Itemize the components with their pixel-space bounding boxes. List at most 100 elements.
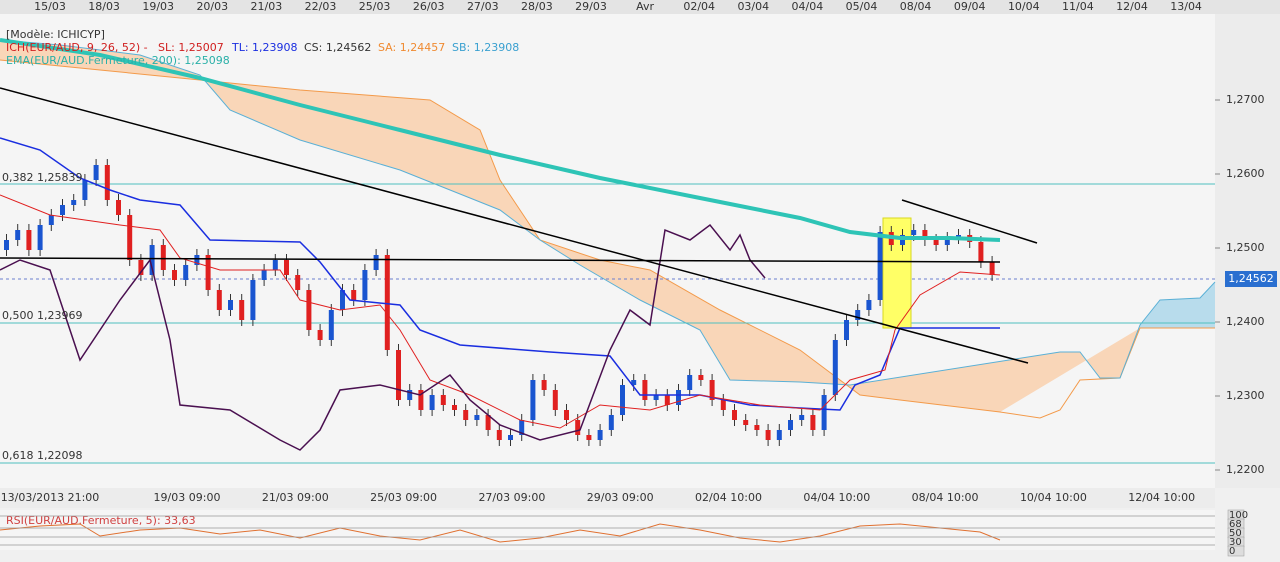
candle-body [172,270,177,280]
candle-body [205,255,211,290]
candle-body [821,395,827,430]
candle-body [698,375,704,380]
fib-label: 0,500 1,23969 [2,309,82,322]
bottom-date: 19/03 09:00 [154,491,221,504]
bottom-date: 12/04 10:00 [1128,491,1195,504]
candle-body [37,225,43,250]
top-date: 25/03 [359,0,391,13]
candle-body [463,410,469,420]
candle-body [586,435,592,440]
candle-body [317,330,323,340]
top-date: 22/03 [305,0,337,13]
candle-body [138,260,144,275]
price-label: 1,2200 [1226,463,1265,476]
bottom-date: 27/03 09:00 [478,491,545,504]
candle-body [810,415,816,430]
candle-body [597,430,603,440]
top-date: 27/03 [467,0,499,13]
top-date: Avr [636,0,654,13]
top-date: 13/04 [1170,0,1202,13]
trendline [0,257,1001,263]
rsi-panel [0,510,1215,550]
bottom-date: 29/03 09:00 [587,491,654,504]
top-date: 03/04 [737,0,769,13]
candle-body [508,435,513,440]
cloud [0,40,1140,412]
candle-body [922,230,928,240]
rsi-axis-label: 50 [1229,528,1242,539]
ema-label: EMA(EUR/AUD.Fermeture, 200): 1,25098 [6,54,230,67]
candle-body [183,265,189,280]
candle-body [407,390,413,400]
kijun [0,137,1000,411]
price-label: 1,2500 [1226,241,1265,254]
candle-body [978,242,984,262]
candle-body [776,430,782,440]
top-date: 26/03 [413,0,445,13]
top-axis-bar [0,0,1280,14]
candle-body [485,415,491,430]
fib-label: 0,382 1,25839 [2,171,82,184]
rsi-line [0,523,1001,543]
bottom-date: 13/03/2013 21:00 [1,491,100,504]
top-date: 18/03 [88,0,120,13]
rsi-axis-label: 100 [1229,510,1248,521]
candle-body [272,260,278,270]
price-axis-bar [1215,14,1280,488]
top-date: 08/04 [900,0,932,13]
sl-label: SL: 1,25007 [158,41,224,54]
model-label: [Modèle: ICHICYP] [6,28,105,41]
rsi-axis-label: 68 [1229,519,1242,530]
top-date: 10/04 [1008,0,1040,13]
fib-label: 0,618 1,22098 [2,449,82,462]
ema-200 [0,38,1001,242]
candle-body [832,340,838,395]
candle-body [93,165,99,180]
top-date: 15/03 [34,0,66,13]
top-date: 28/03 [521,0,553,13]
candle-body [452,405,457,410]
bottom-date: 02/04 10:00 [695,491,762,504]
rsi-label: RSI(EUR/AUD.Fermeture, 5): 33,63 [6,514,196,527]
candle-body [866,300,872,310]
price-label: 1,2400 [1226,315,1265,328]
top-date: 21/03 [251,0,283,13]
bottom-axis-bar [0,488,1215,508]
candle-body [944,238,950,245]
candle-body [519,420,525,435]
tenkan [0,194,1001,429]
candle-body [149,245,155,275]
candle-body [989,262,995,275]
candle-body [127,215,133,260]
senkou-a [0,59,1215,419]
price-label: 1,2300 [1226,389,1265,402]
candle-body [754,425,760,430]
top-date: 02/04 [683,0,715,13]
rsi-axis-label: 30 [1229,537,1242,548]
candle-body [373,255,379,270]
candle-body [631,380,637,385]
candle-body [384,255,390,350]
candle-body [261,270,267,280]
candle-body [720,400,726,410]
candle-body [396,350,401,400]
candle-body [82,180,88,200]
sa-label: SA: 1,24457 [378,41,445,54]
candle-body [676,390,681,405]
cloud-future [1140,282,1215,328]
candle-body [732,410,737,420]
candle-body [340,290,345,310]
candle-body [429,395,435,410]
candle-body [564,410,569,420]
rsi-axis-label: 0 [1229,546,1235,557]
candle-body [250,280,256,320]
candle-body [653,395,659,400]
candle-body [687,375,693,390]
candle-body [530,380,536,420]
candle-body [295,275,301,290]
candle-body [104,165,110,200]
candle-body [216,290,222,310]
candle-body [418,390,424,410]
candle-body [765,430,771,440]
